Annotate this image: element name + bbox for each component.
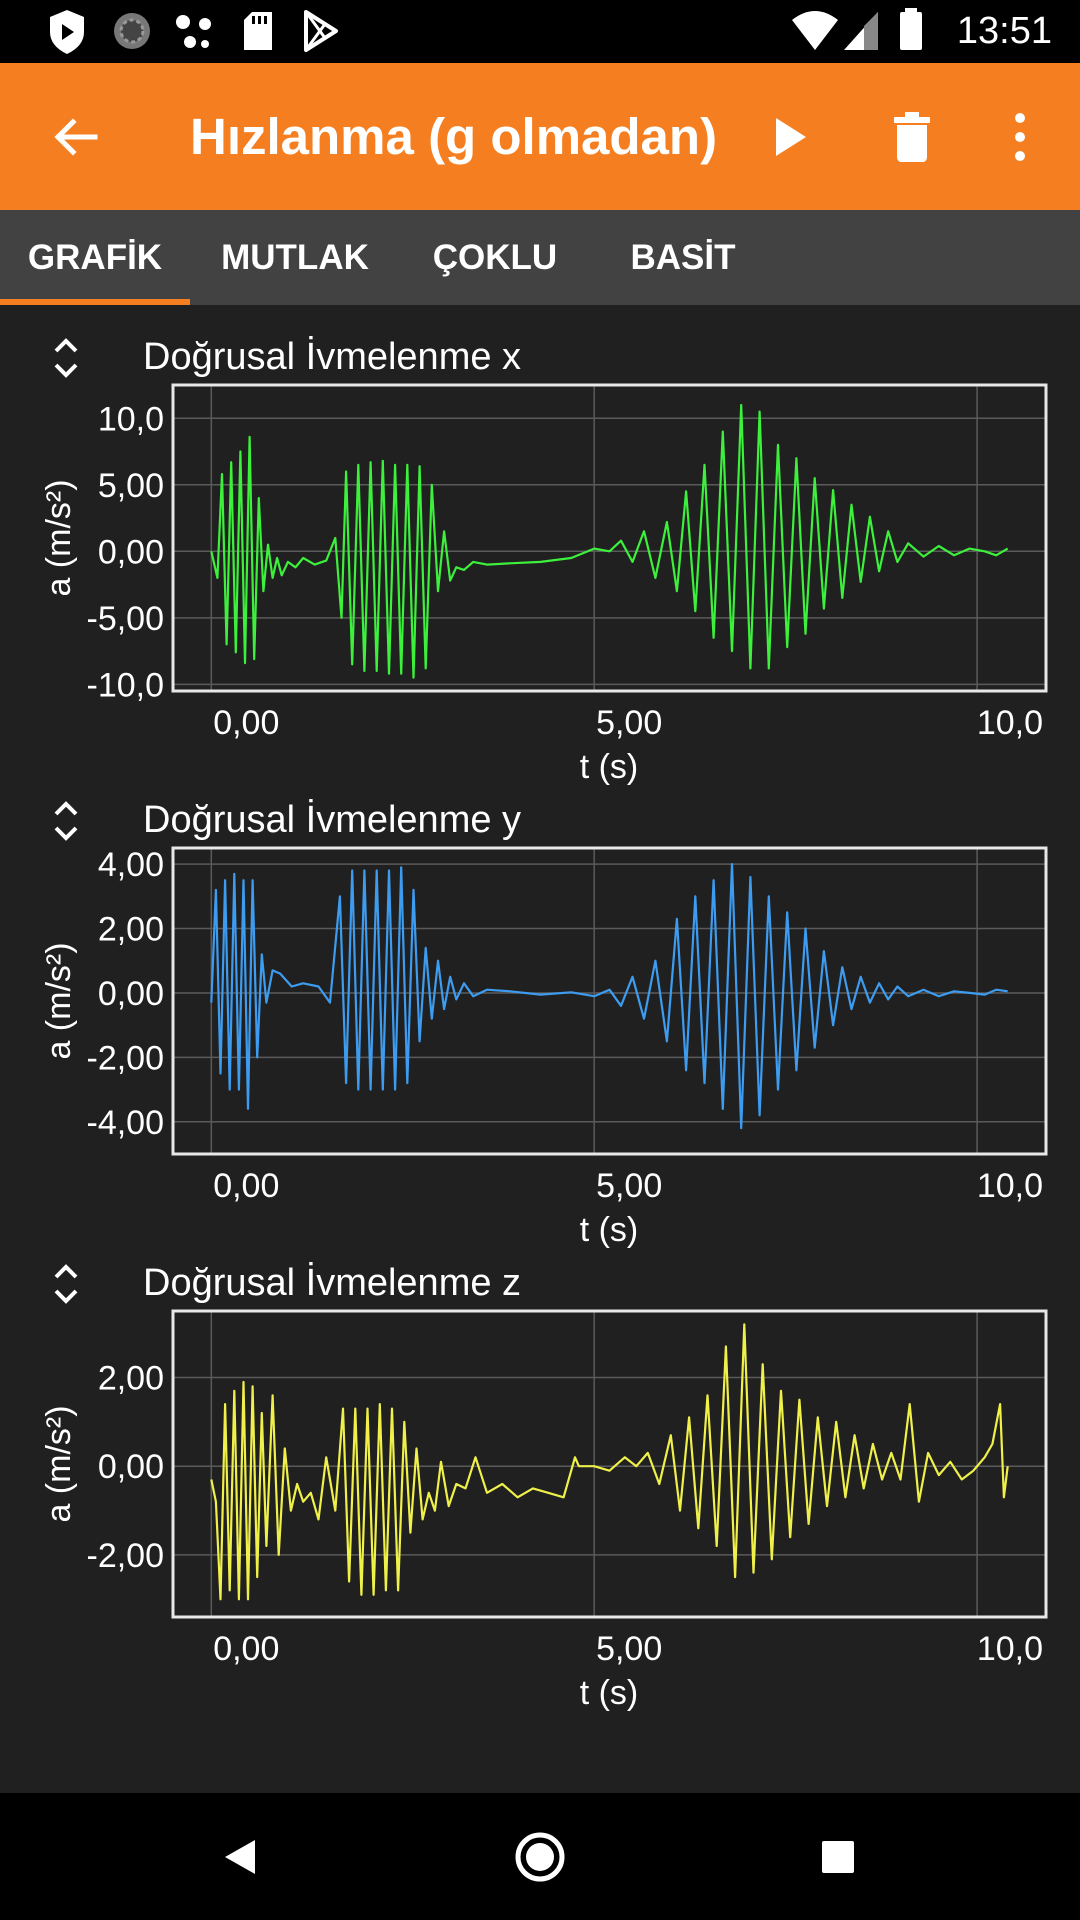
- x-tick-label: 10,0: [977, 704, 1043, 742]
- y-tick-label: 5,00: [98, 467, 164, 505]
- signal-icon: [844, 12, 878, 50]
- play-button[interactable]: [745, 63, 835, 210]
- y-tick-label: -5,00: [87, 600, 165, 638]
- x-tick-label: 0,00: [213, 1167, 279, 1205]
- back-button[interactable]: [30, 63, 120, 210]
- y-tick-label: 0,00: [98, 975, 164, 1013]
- plot-frame: [171, 383, 1048, 693]
- delete-button[interactable]: [867, 63, 957, 210]
- chart-y: Doğrusal İvmelenme y 4,00 2,00 0,00 -2,00 -4,…: [40, 798, 1048, 1249]
- trash-icon: [894, 111, 930, 162]
- expand-collapse-icon[interactable]: [54, 338, 78, 378]
- status-bar: 13:51: [0, 0, 1080, 63]
- data-series-line: [210, 1323, 1009, 1601]
- nav-home-button[interactable]: [500, 1793, 580, 1920]
- dots-icon: [176, 15, 211, 48]
- x-axis-label: t (s): [580, 1674, 639, 1712]
- chart-x: Doğrusal İvmelenme x 10,0 5,00 0,00 -5,00 -10…: [40, 335, 1048, 786]
- y-tick-label: -2,00: [87, 1537, 165, 1575]
- battery-icon: [900, 8, 922, 50]
- plots-area: Doğrusal İvmelenme x 10,0 5,00 0,00 -5,00 -10…: [0, 305, 1080, 1793]
- more-vert-icon: [1015, 112, 1025, 161]
- tab-grafik[interactable]: GRAFİK: [27, 238, 163, 277]
- nav-bar: [0, 1793, 1080, 1920]
- tab-coklu[interactable]: ÇOKLU: [432, 238, 558, 277]
- tab-indicator: [0, 299, 190, 305]
- tab-mutlak[interactable]: MUTLAK: [221, 238, 369, 277]
- x-tick-label: 0,00: [213, 1630, 279, 1668]
- play-icon: [776, 117, 806, 156]
- y-axis-label: a (m/s²): [40, 942, 78, 1059]
- y-axis-label: a (m/s²): [40, 1405, 78, 1522]
- x-tick-label: 10,0: [977, 1167, 1043, 1205]
- chart-title: Doğrusal İvmelenme z: [143, 1261, 521, 1304]
- x-tick-label: 0,00: [213, 704, 279, 742]
- app-bar: Hızlanma (g olmadan): [0, 63, 1080, 210]
- x-tick-label: 5,00: [596, 1167, 662, 1205]
- plot-frame: [171, 846, 1048, 1156]
- loading-circle-icon: [114, 13, 150, 49]
- y-tick-label: -2,00: [87, 1039, 165, 1077]
- more-options-button[interactable]: [990, 63, 1050, 210]
- plot-frame: [171, 1309, 1048, 1619]
- page-title: Hızlanma (g olmadan): [190, 108, 718, 165]
- expand-collapse-icon[interactable]: [54, 801, 78, 841]
- tab-bar: GRAFİK MUTLAK ÇOKLU BASİT: [0, 210, 1080, 305]
- y-tick-label: 10,0: [98, 400, 164, 438]
- y-tick-label: 0,00: [98, 1448, 164, 1486]
- expand-collapse-icon[interactable]: [54, 1264, 78, 1304]
- x-tick-label: 5,00: [596, 704, 662, 742]
- x-tick-label: 10,0: [977, 1630, 1043, 1668]
- y-tick-label: 4,00: [98, 846, 164, 884]
- y-tick-label: 2,00: [98, 1360, 164, 1398]
- chart-title: Doğrusal İvmelenme y: [143, 798, 521, 841]
- chart-title: Doğrusal İvmelenme x: [143, 335, 521, 378]
- y-tick-label: -4,00: [87, 1104, 165, 1142]
- home-circle-icon: [515, 1832, 565, 1881]
- tab-basit[interactable]: BASİT: [630, 238, 736, 277]
- back-arrow-icon: [54, 117, 98, 156]
- x-tick-label: 5,00: [596, 1630, 662, 1668]
- chart-z: Doğrusal İvmelenme z 2,00 0,00 -2,00 0,00 5,0…: [40, 1261, 1048, 1712]
- data-series-line: [210, 403, 1009, 679]
- y-axis-label: a (m/s²): [40, 479, 78, 596]
- y-tick-label: 2,00: [98, 911, 164, 949]
- x-axis-label: t (s): [580, 748, 639, 786]
- x-axis-label: t (s): [580, 1211, 639, 1249]
- y-tick-label: -10,0: [87, 666, 165, 704]
- nav-recents-button[interactable]: [798, 1793, 878, 1920]
- nav-back-button[interactable]: [200, 1793, 280, 1920]
- shield-icon: [50, 10, 84, 54]
- charts-svg: Doğrusal İvmelenme x 10,0 5,00 0,00 -5,00 -10…: [40, 335, 1048, 1712]
- sd-card-icon: [244, 12, 272, 50]
- data-series-line: [210, 862, 1008, 1130]
- play-store-icon: [304, 10, 338, 52]
- y-tick-label: 0,00: [98, 533, 164, 571]
- recents-square-icon: [822, 1840, 854, 1873]
- back-triangle-icon: [225, 1839, 255, 1874]
- clock: 13:51: [956, 10, 1052, 52]
- wifi-icon: [792, 11, 838, 50]
